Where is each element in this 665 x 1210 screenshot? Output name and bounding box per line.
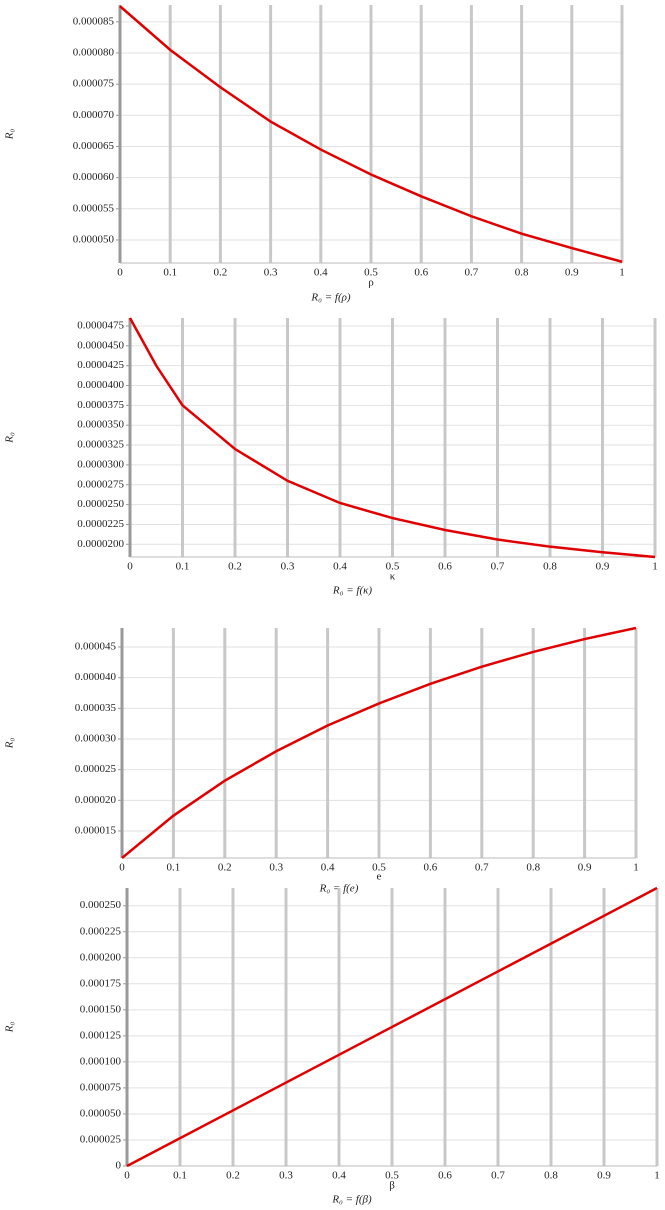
x-tick-label: 0.9 — [578, 862, 592, 874]
y-tick-label: 0.000015 — [75, 825, 117, 837]
line — [121, 626, 637, 859]
x-tick-label: 0.3 — [279, 1170, 293, 1182]
x-tick-label: 0.1 — [163, 267, 177, 279]
x-axis-label: ρ — [368, 277, 374, 289]
x-tick-label: 1 — [633, 862, 639, 874]
x-tick-label: 0.9 — [596, 561, 610, 573]
x-tick-label: 0.6 — [414, 267, 428, 279]
line — [126, 886, 658, 1168]
y-tick-label: 0.000125 — [80, 1029, 122, 1041]
y-tick-label: 0.000045 — [75, 641, 117, 653]
y-tick-label: 0.000080 — [73, 47, 115, 59]
y-tick-label: 0.000050 — [73, 233, 115, 245]
x-tick-label: 0.2 — [228, 561, 242, 573]
x-tick-label: 0.7 — [475, 862, 489, 874]
y-axis-label: R₀ — [4, 1022, 16, 1034]
x-tick-label: 0.6 — [424, 862, 438, 874]
x-tick-label: 0.9 — [597, 1170, 611, 1182]
x-tick-label: 1 — [619, 267, 625, 279]
y-tick-label: 0.000200 — [80, 951, 122, 963]
y-tick-label: 0.0000350 — [77, 419, 124, 431]
y-tick-label: 0.000050 — [80, 1107, 122, 1119]
x-tick-label: 0.2 — [214, 267, 228, 279]
y-tick-label: 0.0000375 — [77, 399, 124, 411]
x-tick-label: 1 — [654, 1170, 660, 1182]
x-axis-label: κ — [390, 571, 396, 583]
y-tick-label: 0.000075 — [73, 78, 115, 90]
x-tick-label: 0.4 — [333, 561, 347, 573]
y-tick-label: 0.000150 — [80, 1003, 122, 1015]
x-tick-label: 0.2 — [226, 1170, 240, 1182]
y-tick-label: 0.000060 — [73, 171, 115, 183]
y-tick-label: 0.000055 — [73, 202, 115, 214]
x-tick-label: 0.1 — [167, 862, 181, 874]
y-axis-label: R₀ — [4, 432, 16, 444]
x-tick-label: 0.5 — [385, 1170, 399, 1182]
x-axis-label: e — [377, 871, 382, 883]
y-tick-label: 0.0000450 — [77, 339, 124, 351]
x-tick-label: 0.9 — [565, 267, 579, 279]
y-tick-label: 0.0000300 — [77, 458, 124, 470]
x-tick-label: 0.5 — [364, 267, 378, 279]
y-tick-label: 0.0000250 — [77, 498, 124, 510]
x-tick-label: 0.7 — [491, 561, 505, 573]
x-tick-label: 0.6 — [438, 561, 452, 573]
x-tick-label: 0.3 — [269, 862, 283, 874]
x-tick-label: 0 — [119, 862, 125, 874]
y-tick-label: 0.000075 — [80, 1081, 122, 1093]
y-tick-label: 0.000030 — [75, 733, 117, 745]
x-tick-label: 0.6 — [438, 1170, 452, 1182]
y-tick-label: 0.0000275 — [77, 478, 124, 490]
x-axis-label: β — [389, 1180, 395, 1192]
y-tick-label: 0.000040 — [75, 671, 117, 683]
y-tick-label: 0.000070 — [73, 109, 115, 121]
y-tick-label: 0.000020 — [75, 794, 117, 806]
y-tick-label: 0.0000200 — [77, 538, 124, 550]
x-tick-label: 0.3 — [281, 561, 295, 573]
x-tick-label: 0.4 — [321, 862, 335, 874]
caption: R₀ = f(ρ) — [310, 292, 350, 304]
y-tick-label: 0.000065 — [73, 140, 115, 152]
x-tick-label: 0 — [117, 267, 123, 279]
y-tick-label: 0.000085 — [73, 15, 115, 27]
y-tick-label: 0.0000225 — [77, 518, 124, 530]
y-tick-label: 0.0000475 — [77, 319, 124, 331]
x-tick-label: 0.7 — [491, 1170, 505, 1182]
line — [128, 317, 656, 559]
y-tick-label: 0.0000325 — [77, 439, 124, 451]
x-tick-label: 0.4 — [332, 1170, 346, 1182]
y-tick-label: 0.0000400 — [77, 379, 124, 391]
y-axis-label: R₀ — [4, 129, 16, 141]
x-tick-label: 0.5 — [386, 561, 400, 573]
x-tick-label: 0.5 — [372, 862, 386, 874]
x-tick-label: 0.7 — [465, 267, 479, 279]
y-tick-label: 0.000035 — [75, 702, 117, 714]
line — [119, 5, 623, 263]
x-tick-label: 0.8 — [544, 1170, 558, 1182]
x-tick-label: 0 — [124, 1170, 130, 1182]
y-tick-label: 0.000100 — [80, 1055, 122, 1067]
y-tick-label: 0.000225 — [80, 925, 122, 937]
y-tick-label: 0.000025 — [80, 1134, 122, 1146]
x-tick-label: 0.8 — [526, 862, 540, 874]
caption: R₀ = f(κ) — [332, 585, 372, 597]
x-tick-label: 0.3 — [264, 267, 278, 279]
x-tick-label: 0.1 — [176, 561, 190, 573]
y-tick-label: 0.000175 — [80, 977, 122, 989]
x-tick-label: 0.2 — [218, 862, 232, 874]
y-axis-label: R₀ — [4, 738, 16, 750]
x-tick-label: 0.4 — [314, 267, 328, 279]
x-tick-label: 0.8 — [515, 267, 529, 279]
y-tick-label: 0 — [116, 1160, 122, 1172]
caption: R₀ = f(β) — [331, 1194, 372, 1206]
y-tick-label: 0.000250 — [80, 899, 122, 911]
x-tick-label: 0.1 — [173, 1170, 187, 1182]
x-tick-label: 1 — [652, 561, 658, 573]
x-tick-label: 0 — [127, 561, 133, 573]
x-tick-label: 0.8 — [543, 561, 557, 573]
y-tick-label: 0.0000425 — [77, 359, 124, 371]
y-tick-label: 0.000025 — [75, 763, 117, 775]
